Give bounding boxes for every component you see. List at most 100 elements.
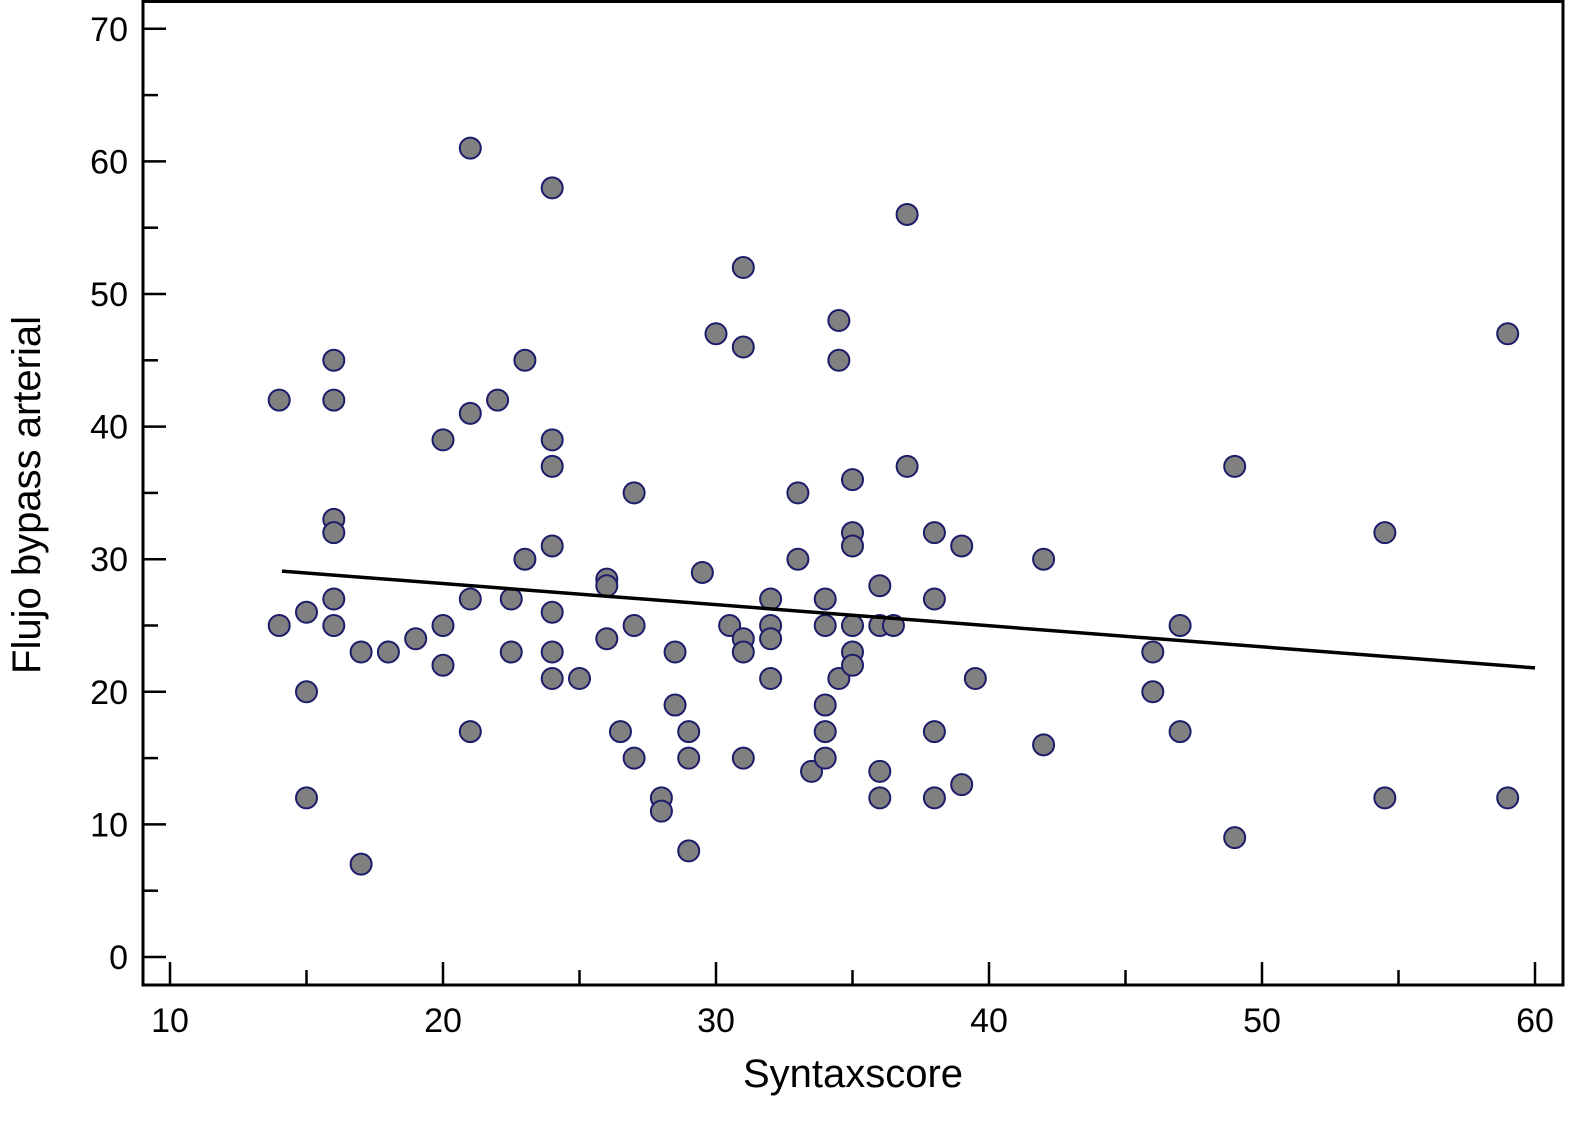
data-point <box>868 574 892 598</box>
data-point <box>540 667 564 691</box>
data-point <box>895 202 919 226</box>
data-point <box>786 547 810 571</box>
data-point <box>813 587 837 611</box>
x-axis-label: Syntaxscore <box>743 1052 963 1096</box>
x-tick-label: 50 <box>1243 1002 1281 1040</box>
x-tick-label: 30 <box>697 1002 735 1040</box>
x-tick-label: 40 <box>970 1002 1008 1040</box>
data-points <box>267 136 1520 876</box>
data-point <box>595 627 619 651</box>
data-point <box>922 521 946 545</box>
y-tick-label: 20 <box>90 674 128 712</box>
data-point <box>622 481 646 505</box>
data-point <box>513 547 537 571</box>
data-point <box>1496 786 1520 810</box>
data-point <box>1032 733 1056 757</box>
data-point <box>1223 826 1247 850</box>
data-point <box>349 852 373 876</box>
data-point <box>963 667 987 691</box>
y-tick-label: 30 <box>90 541 128 579</box>
data-point <box>267 614 291 637</box>
data-point <box>813 614 837 637</box>
data-point <box>827 667 851 691</box>
data-point <box>458 401 482 425</box>
data-point <box>800 759 824 783</box>
data-point <box>431 614 455 637</box>
data-point <box>1032 547 1056 571</box>
data-point <box>540 428 564 452</box>
data-point <box>759 667 783 691</box>
data-point <box>349 640 373 664</box>
y-tick-label: 50 <box>90 276 128 314</box>
x-tick-label: 10 <box>151 1002 189 1040</box>
data-point <box>922 587 946 611</box>
data-point <box>759 627 783 651</box>
data-point <box>677 746 701 770</box>
data-point <box>513 348 537 372</box>
data-point <box>649 799 673 823</box>
y-axis: 0 10 20 30 40 50 60 70 <box>90 11 166 977</box>
y-tick-label: 70 <box>90 11 128 49</box>
data-point <box>922 720 946 744</box>
data-point <box>1496 322 1520 346</box>
data-point <box>486 388 510 412</box>
data-point <box>568 667 591 691</box>
data-point <box>950 773 974 797</box>
data-point <box>704 322 728 346</box>
data-point <box>868 759 892 783</box>
y-tick-label: 40 <box>90 409 128 447</box>
data-point <box>1373 786 1397 810</box>
data-point <box>895 454 919 478</box>
data-point <box>322 521 346 545</box>
data-point <box>540 176 564 200</box>
data-point <box>431 653 455 677</box>
data-point <box>295 600 318 624</box>
data-point <box>540 640 564 664</box>
data-point <box>540 600 564 624</box>
data-point <box>267 388 291 412</box>
data-point <box>813 693 837 717</box>
data-point <box>690 560 714 584</box>
data-point <box>295 680 318 704</box>
x-tick-label: 20 <box>424 1002 462 1040</box>
data-point <box>677 839 701 863</box>
data-point <box>1168 720 1192 744</box>
data-point <box>950 534 974 558</box>
data-point <box>841 534 864 558</box>
data-point <box>458 136 482 160</box>
data-point <box>718 614 742 637</box>
data-point <box>841 468 864 492</box>
data-point <box>1141 680 1165 704</box>
data-point <box>786 481 810 505</box>
data-point <box>731 335 755 359</box>
data-point <box>731 255 755 279</box>
data-point <box>499 587 523 611</box>
y-tick-label: 10 <box>90 806 128 844</box>
data-point <box>322 587 346 611</box>
data-point <box>458 720 482 744</box>
data-point <box>540 534 564 558</box>
data-point <box>731 746 755 770</box>
regression-line-group <box>281 569 1536 670</box>
data-point <box>608 720 632 744</box>
data-point <box>677 720 701 744</box>
y-axis-label: Flujo bypass arterial <box>5 316 49 674</box>
data-point <box>759 587 783 611</box>
data-point <box>458 587 482 611</box>
data-point <box>841 614 864 637</box>
x-axis: 10 20 30 40 50 60 <box>151 962 1554 1040</box>
data-point <box>431 428 455 452</box>
data-point <box>295 786 318 810</box>
data-point <box>827 309 851 333</box>
data-point <box>663 693 687 717</box>
data-point <box>1168 614 1192 637</box>
data-point <box>827 348 851 372</box>
data-point <box>622 614 646 637</box>
data-point <box>322 614 346 637</box>
y-tick-label: 0 <box>109 939 128 977</box>
data-point <box>499 640 523 664</box>
data-point <box>322 388 346 412</box>
data-point <box>404 627 428 651</box>
data-point <box>1373 521 1397 545</box>
